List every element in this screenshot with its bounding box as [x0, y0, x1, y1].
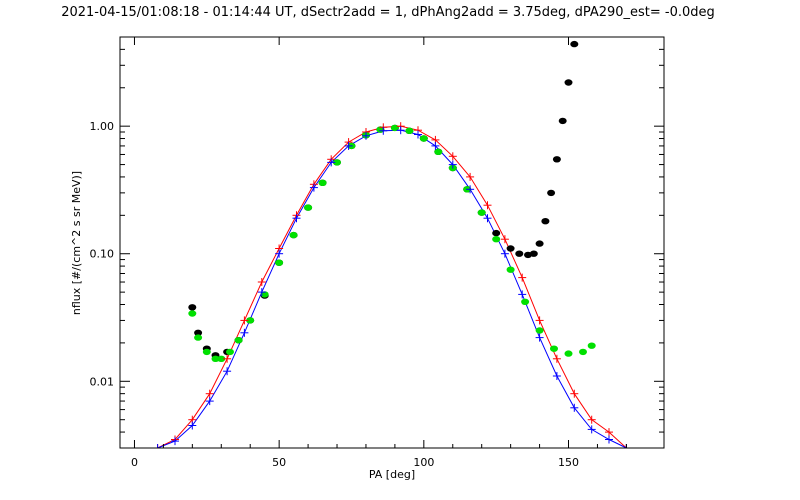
data-point-blue-9 — [309, 183, 318, 192]
data-point-green-7 — [246, 317, 255, 324]
data-point-blue-15 — [414, 130, 422, 139]
data-point-green-9 — [275, 259, 284, 266]
data-point-green-23 — [477, 209, 486, 216]
data-point-blue-5 — [240, 328, 249, 337]
data-point-blue-7 — [275, 249, 284, 258]
y-axis-label: nflux [#/(cm^2 s sr MeV)] — [70, 171, 83, 315]
data-point-green-24 — [492, 236, 501, 243]
data-point-black-24 — [506, 245, 515, 252]
data-point-red-4 — [223, 354, 232, 363]
data-point-green-27 — [535, 327, 544, 334]
data-point-blue-11 — [344, 141, 353, 150]
data-point-green-8 — [260, 291, 269, 298]
series-line-red — [157, 125, 627, 448]
data-point-blue-0 — [153, 444, 162, 448]
plot-frame — [119, 36, 665, 449]
data-point-red-6 — [257, 278, 266, 286]
data-point-red-3 — [205, 389, 214, 398]
axes-layer: 0 50 100 150 0.01 0.10 1.00 — [90, 37, 664, 469]
data-point-green-20 — [434, 148, 443, 155]
data-point-blue-17 — [448, 160, 457, 169]
chart-title: 2021-04-15/01:08:18 - 01:14:44 UT, dSect… — [61, 5, 715, 20]
data-point-black-29 — [541, 218, 550, 225]
x-tick-label-0: 0 — [131, 456, 138, 469]
data-point-red-25 — [587, 415, 596, 424]
data-point-green-4 — [217, 355, 226, 362]
data-point-red-5 — [240, 316, 249, 325]
data-point-blue-21 — [518, 290, 527, 299]
data-point-blue-14 — [396, 126, 405, 135]
data-point-green-12 — [318, 179, 327, 186]
data-point-green-25 — [506, 266, 515, 273]
data-point-blue-16 — [431, 141, 440, 150]
data-point-green-1 — [194, 334, 203, 341]
data-point-blue-20 — [500, 249, 509, 258]
data-point-red-21 — [518, 273, 527, 282]
data-point-green-11 — [304, 204, 313, 211]
data-lines-layer — [157, 125, 627, 448]
data-point-black-32 — [558, 117, 567, 125]
data-point-blue-22 — [535, 333, 544, 342]
data-point-green-30 — [579, 348, 587, 356]
data-point-black-1 — [194, 329, 203, 336]
data-point-green-6 — [234, 337, 243, 344]
data-point-green-0 — [188, 310, 197, 317]
x-axis-label: PA [deg] — [369, 468, 415, 481]
data-point-blue-12 — [362, 131, 370, 140]
data-point-blue-6 — [257, 288, 266, 297]
data-point-green-2 — [202, 348, 211, 356]
data-point-red-23 — [552, 354, 561, 363]
y-tick-label-0: 0.01 — [90, 375, 115, 388]
data-point-blue-25 — [587, 425, 596, 434]
data-point-red-18 — [466, 172, 475, 181]
data-point-black-36 — [582, 0, 590, 2]
data-point-black-31 — [552, 156, 561, 163]
data-point-blue-3 — [205, 397, 214, 406]
data-point-red-17 — [448, 152, 457, 161]
data-point-blue-24 — [570, 403, 579, 412]
x-tick-label-1: 50 — [272, 456, 286, 469]
data-point-green-19 — [419, 135, 428, 142]
data-point-green-26 — [521, 298, 530, 305]
data-point-green-10 — [289, 231, 298, 239]
data-point-red-20 — [500, 235, 509, 244]
data-point-black-0 — [188, 304, 197, 311]
data-point-green-28 — [550, 345, 558, 352]
y-tick-label-2: 1.00 — [90, 120, 115, 133]
data-point-black-23 — [492, 229, 501, 237]
data-point-red-24 — [570, 389, 579, 398]
data-point-green-18 — [405, 127, 414, 134]
data-point-blue-26 — [605, 435, 613, 444]
data-point-blue-13 — [379, 126, 388, 135]
data-point-blue-19 — [483, 214, 492, 223]
data-point-blue-8 — [292, 214, 301, 223]
data-point-blue-18 — [466, 185, 475, 194]
data-point-green-5 — [226, 348, 234, 356]
data-point-black-30 — [547, 189, 556, 197]
data-point-blue-23 — [552, 372, 561, 380]
data-point-green-31 — [587, 342, 596, 349]
x-tick-label-2: 100 — [413, 456, 434, 469]
data-point-green-3 — [211, 355, 220, 362]
data-point-blue-2 — [188, 421, 197, 430]
data-point-green-13 — [333, 159, 341, 166]
data-point-red-22 — [535, 316, 544, 325]
y-tick-label-1: 0.10 — [90, 248, 115, 261]
data-point-black-25 — [515, 250, 524, 257]
data-point-blue-10 — [327, 158, 336, 167]
data-points-layer — [153, 0, 631, 448]
data-point-red-26 — [605, 428, 613, 437]
data-point-black-28 — [535, 240, 544, 247]
data-point-blue-4 — [223, 367, 232, 376]
data-point-black-34 — [570, 40, 579, 48]
x-tick-label-3: 150 — [558, 456, 579, 469]
data-point-black-27 — [529, 250, 538, 257]
data-point-black-33 — [564, 79, 573, 86]
data-point-green-29 — [564, 350, 573, 357]
data-point-red-19 — [483, 201, 492, 210]
series-line-blue — [157, 129, 627, 448]
data-point-blue-1 — [171, 437, 179, 446]
